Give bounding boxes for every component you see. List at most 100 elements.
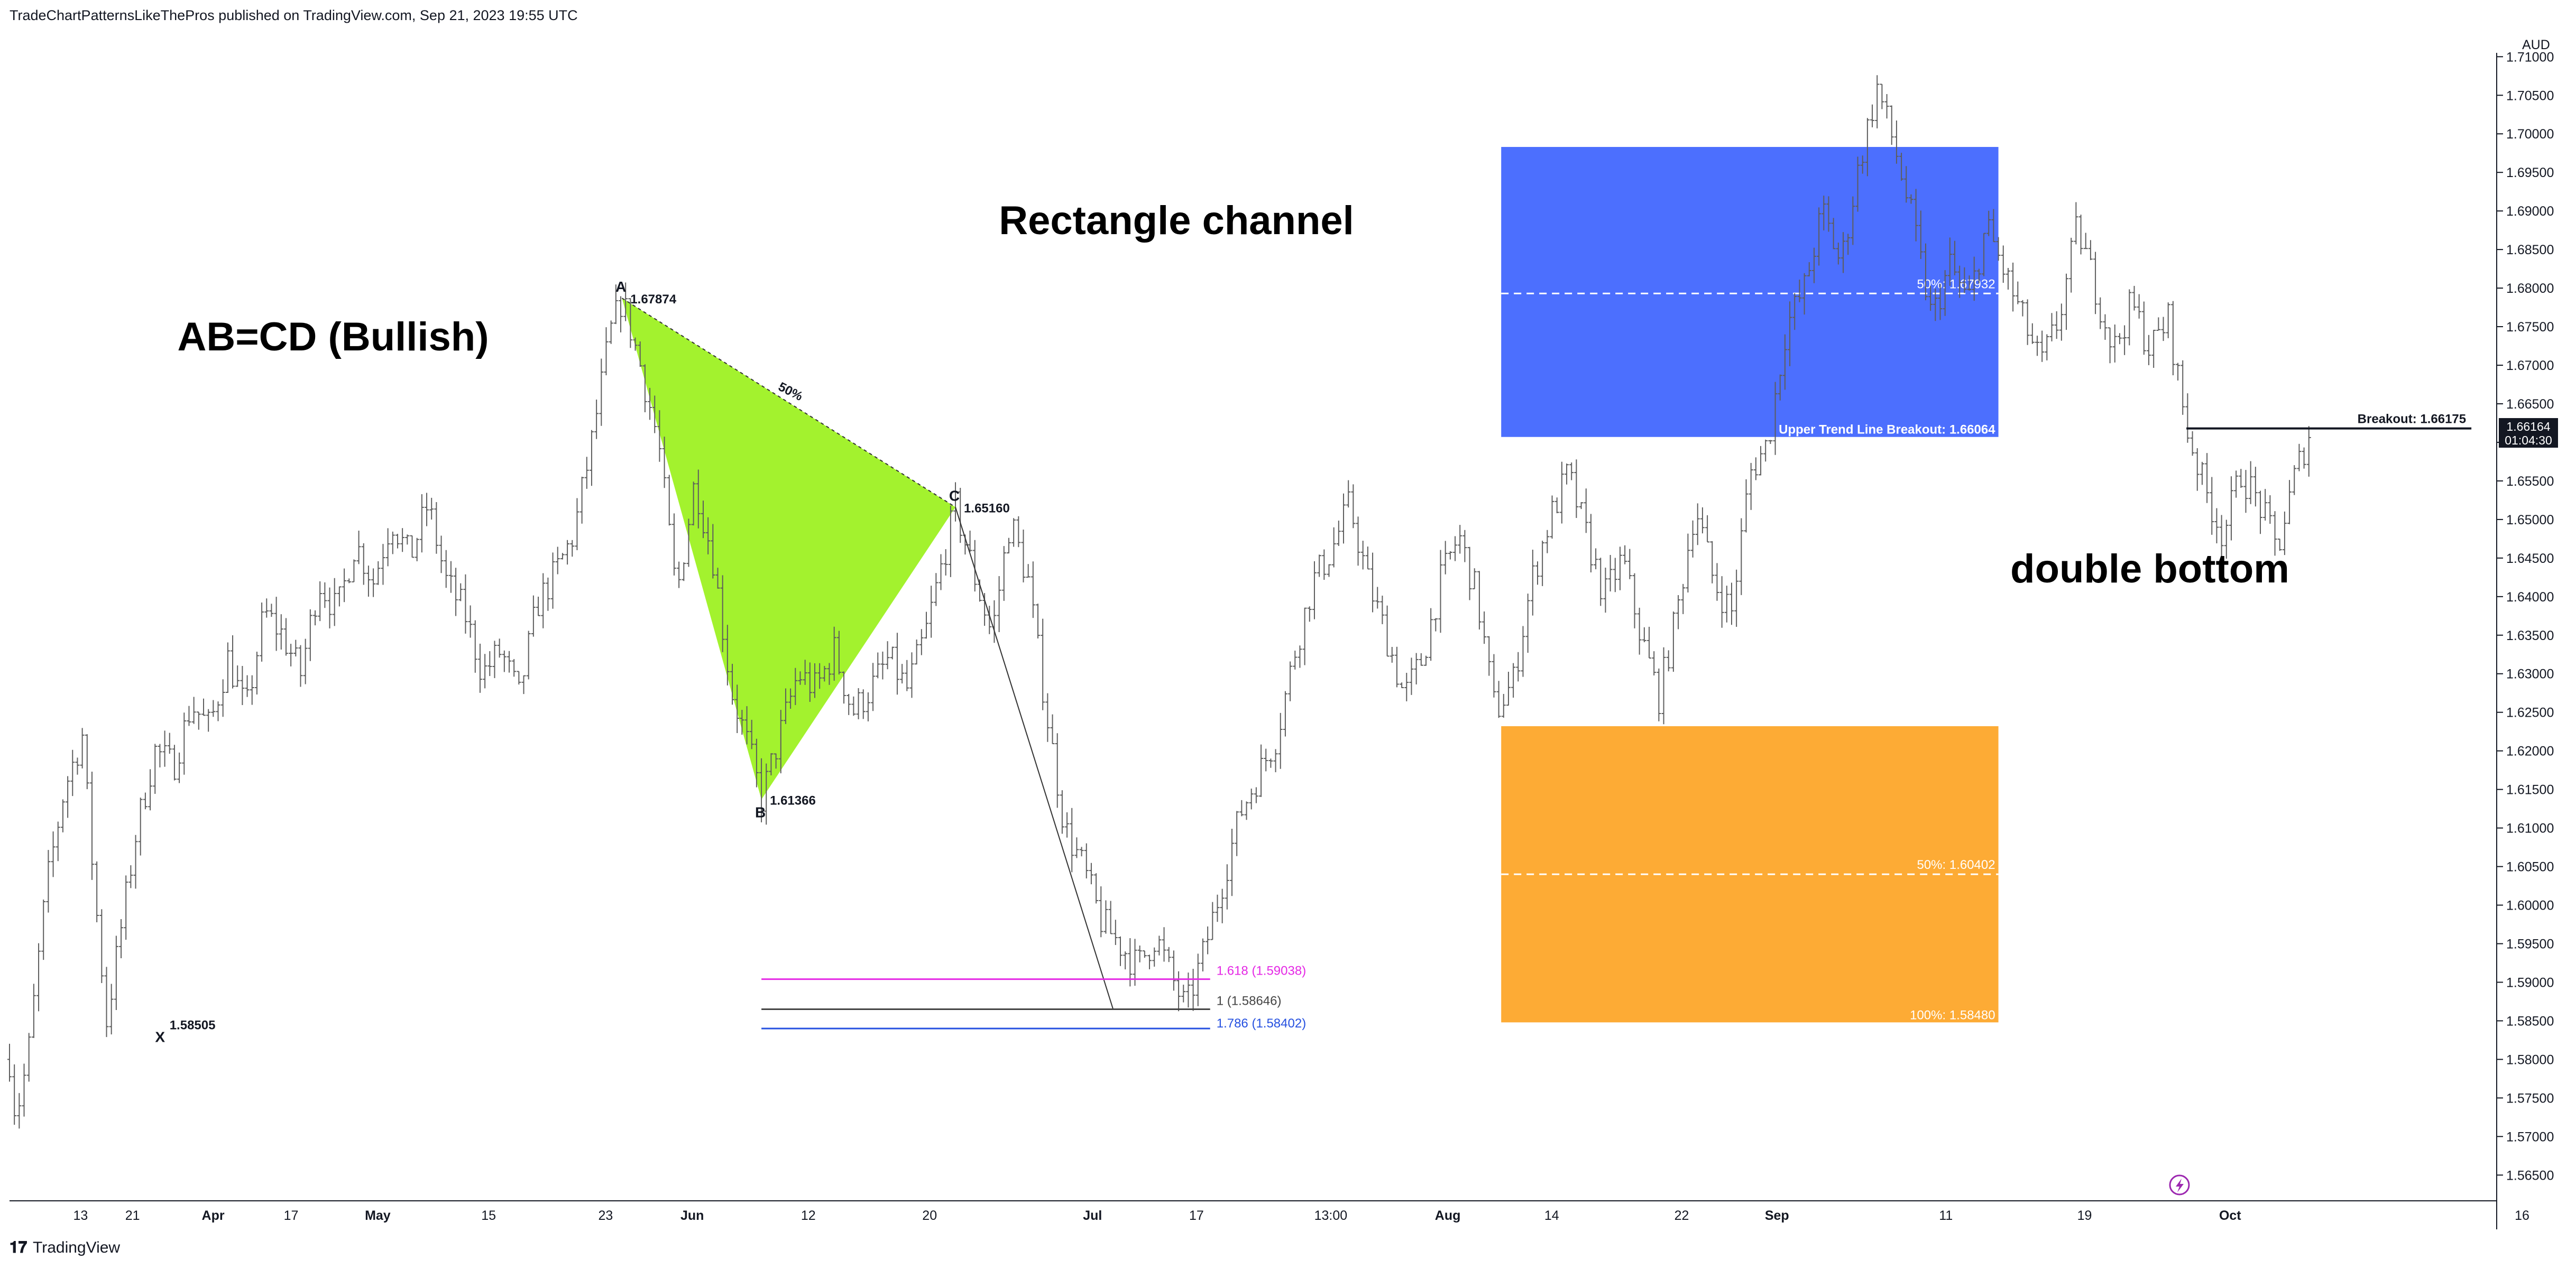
candle [584, 457, 589, 489]
candle [958, 487, 963, 543]
candle [1530, 550, 1535, 616]
candle [1569, 462, 1574, 480]
candle [26, 1033, 31, 1082]
candle [1627, 549, 1632, 579]
candle [2161, 317, 2166, 341]
candle [1778, 374, 1782, 401]
candle [487, 651, 492, 677]
candle [2166, 302, 2170, 338]
candle [342, 568, 347, 603]
candle [385, 528, 390, 567]
candle [1860, 155, 1865, 174]
candle [1026, 564, 1031, 578]
candle [1671, 611, 1676, 672]
candle [1749, 462, 1753, 510]
pattern-point-c: C [949, 488, 960, 504]
candle [1206, 926, 1210, 955]
candle [2190, 431, 2195, 456]
candle [1433, 618, 1438, 632]
candle [1375, 587, 1380, 609]
candle [1496, 681, 1501, 718]
candle [347, 578, 352, 583]
candle [1123, 951, 1128, 970]
candle [1855, 156, 1860, 212]
candle [206, 709, 211, 732]
candle [1603, 568, 1608, 613]
candle [220, 679, 225, 717]
candle [924, 612, 929, 639]
candle [871, 663, 876, 711]
candle [2141, 301, 2146, 355]
candle [279, 614, 283, 650]
candle [836, 631, 841, 675]
candle [2069, 237, 2074, 293]
candle [1565, 464, 1569, 485]
candle [70, 749, 75, 796]
candle [36, 943, 41, 1012]
candle [1865, 118, 1870, 177]
candle [546, 577, 550, 611]
candle [1880, 84, 1884, 109]
candle [1739, 518, 1744, 595]
candle [822, 666, 827, 682]
candle [686, 518, 691, 567]
candle [1516, 652, 1521, 682]
candle [2098, 297, 2103, 329]
candle [2054, 311, 2059, 339]
candle [531, 595, 536, 637]
candle [1423, 655, 1428, 666]
candle [905, 660, 909, 691]
candle [623, 282, 628, 321]
candle [1763, 439, 1768, 462]
candle [2224, 520, 2229, 559]
candle [1453, 536, 1458, 561]
lightning-icon[interactable] [2169, 1174, 2190, 1196]
currency-label: AUD [2522, 38, 2550, 52]
candle [1559, 461, 1564, 524]
candle [536, 596, 541, 616]
candle [1894, 120, 1899, 164]
price-tick-label: 1.69000 [2506, 204, 2554, 219]
candle [250, 675, 254, 705]
candle [1235, 811, 1239, 856]
candle [1327, 564, 1331, 577]
time-tick-label: 17 [1189, 1208, 1204, 1223]
candle [1472, 568, 1477, 590]
candle [17, 1093, 22, 1129]
candle [1962, 267, 1967, 293]
candle [1933, 288, 1938, 321]
pattern-price-a: 1.67874 [630, 292, 676, 307]
candle [895, 633, 899, 695]
time-tick-label: 14 [1544, 1208, 1559, 1223]
candle [419, 494, 424, 553]
candle [861, 689, 866, 719]
candle [1298, 645, 1302, 668]
time-axis[interactable]: 13 21 Apr 17 May 15 23 Jun 12 20 Jul 17 13:00 Aug 14 22… [73, 1208, 2529, 1223]
candle [575, 498, 579, 550]
candle [1788, 301, 1792, 366]
blue-box [1501, 147, 1999, 437]
candle [793, 668, 798, 705]
price-tick-label: 1.67000 [2506, 358, 2554, 373]
candle [1477, 571, 1482, 629]
candle [2093, 252, 2098, 314]
candle [1006, 538, 1011, 554]
candle [463, 574, 468, 634]
candle [1782, 334, 1787, 390]
candle [293, 640, 298, 657]
candle [851, 696, 856, 716]
candle [1312, 561, 1317, 619]
tradingview-logo[interactable]: 𝟏𝟕 TradingView [10, 1239, 120, 1256]
candle [1249, 789, 1254, 810]
candle [919, 629, 924, 655]
price-tick-label: 1.56500 [2506, 1168, 2554, 1183]
price-axis[interactable]: 1.56500 1.57000 1.57500 1.58000 1.58500 1.590… [2497, 50, 2558, 1183]
candle [1875, 75, 1880, 128]
tradingview-logo-icon: 𝟏𝟕 [10, 1239, 27, 1256]
candle [1380, 595, 1385, 624]
price-tick-label: 1.68000 [2506, 281, 2554, 296]
candle [1947, 237, 1952, 286]
candle [2297, 443, 2302, 471]
